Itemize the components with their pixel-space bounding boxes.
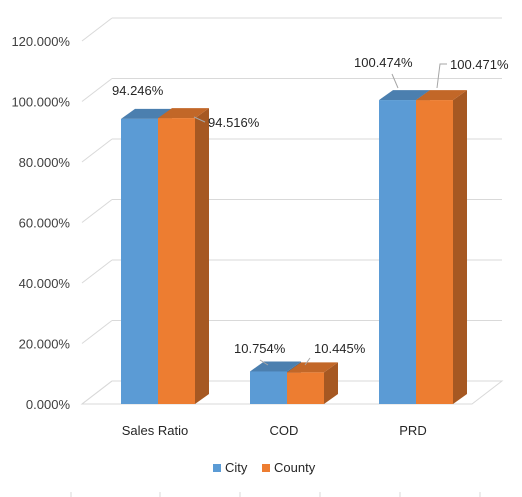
y-tick-label: 100.000% <box>11 95 70 110</box>
bar-county-sales-ratio <box>158 108 209 404</box>
legend-item-city: City <box>213 460 248 475</box>
legend-label: City <box>225 460 248 475</box>
gridline <box>81 17 502 42</box>
y-axis-tick-labels: 0.000% 20.000% 40.000% 60.000% 80.000% 100.00… <box>11 34 70 412</box>
data-label-city-sales-ratio: 94.246% <box>112 83 164 98</box>
legend-label: County <box>274 460 316 475</box>
leader-line <box>391 73 399 89</box>
x-category-label: Sales Ratio <box>122 423 188 438</box>
legend: City County <box>213 460 316 475</box>
bars <box>121 90 467 404</box>
leader-line <box>304 357 311 366</box>
y-tick-label: 20.000% <box>19 337 71 352</box>
data-label-county-prd: 100.471% <box>450 57 509 72</box>
y-tick-label: 60.000% <box>19 216 71 231</box>
bottom-edge-ticks <box>70 492 481 497</box>
gridline <box>81 78 502 102</box>
x-category-label: PRD <box>399 423 426 438</box>
floor-plane <box>80 380 504 405</box>
leader-line <box>193 116 206 123</box>
bar-county-prd <box>416 90 467 404</box>
data-label-city-prd: 100.474% <box>354 55 413 70</box>
data-label-county-cod: 10.445% <box>314 341 366 356</box>
legend-item-county: County <box>262 460 316 475</box>
x-category-label: COD <box>270 423 299 438</box>
leader-line <box>436 63 447 89</box>
y-tick-label: 40.000% <box>19 276 71 291</box>
chart-floor <box>80 380 504 405</box>
bar-county-cod <box>287 362 338 404</box>
data-label-leader-lines <box>193 63 447 366</box>
data-labels: 94.246% 94.516% 10.754% 10.445% 100.474% 100.… <box>112 55 509 356</box>
legend-swatch <box>262 464 270 472</box>
leader-line <box>259 359 269 366</box>
data-label-county-sales-ratio: 94.516% <box>208 115 260 130</box>
y-tick-label: 80.000% <box>19 155 71 170</box>
x-axis-category-labels: Sales Ratio COD PRD <box>122 423 427 438</box>
data-label-city-cod: 10.754% <box>234 341 286 356</box>
legend-swatch <box>213 464 221 472</box>
y-tick-label: 120.000% <box>11 34 70 49</box>
y-tick-label: 0.000% <box>26 397 71 412</box>
